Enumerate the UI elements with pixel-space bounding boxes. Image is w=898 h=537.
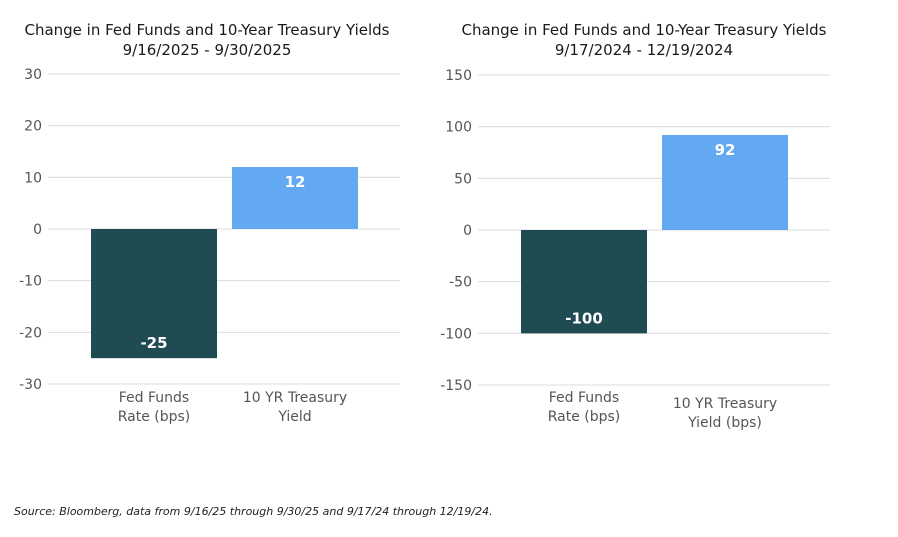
bar [521, 230, 647, 334]
x-category-label-line: Yield [277, 409, 311, 425]
x-category-label: Fed Funds Rate (bps) [548, 390, 621, 425]
y-tick-label: -30 [19, 377, 42, 393]
x-category-label-line: Fed Funds [549, 390, 619, 406]
chart-title: Change in Fed Funds and 10-Year Treasury… [2, 20, 412, 60]
data-label: -25 [140, 334, 167, 352]
x-category-label: 10 YR Treasury Yield (bps) [673, 396, 777, 431]
y-tick-label: 150 [445, 68, 472, 84]
chart-subtitle-text: 9/17/2024 - 12/19/2024 [554, 41, 734, 59]
chart-title-text: Change in Fed Funds and 10-Year Treasury… [24, 21, 390, 39]
bar-chart-2024: 150 100 50 0 -50 -100 -150 -100 92 Fed Funds Rate … [440, 68, 830, 431]
x-category-label-line: 10 YR Treasury [673, 396, 777, 412]
y-tick-label: -10 [19, 274, 42, 290]
chart-subtitle-text: 9/16/2025 - 9/30/2025 [122, 41, 292, 59]
x-category-label-line: Rate (bps) [548, 409, 621, 425]
x-category-label: Fed Funds Rate (bps) [118, 390, 191, 425]
bar [662, 134, 788, 230]
y-tick-label: -50 [449, 275, 472, 291]
y-tick-label: -150 [440, 378, 472, 394]
y-tick-label: 30 [24, 67, 42, 83]
x-category-label-line: 10 YR Treasury [243, 390, 347, 406]
x-category-label: 10 YR Treasury Yield [243, 390, 347, 425]
bar [91, 229, 217, 359]
chart-panel-2024: Change in Fed Funds and 10-Year Treasury… [430, 0, 898, 470]
y-tick-label: 0 [33, 222, 42, 238]
x-category-label-line: Rate (bps) [118, 409, 191, 425]
y-tick-label: 10 [24, 170, 42, 186]
data-label: 12 [285, 173, 306, 191]
x-category-label-line: Fed Funds [119, 390, 189, 406]
chart-panel-2025: Change in Fed Funds and 10-Year Treasury… [0, 0, 430, 470]
source-note: Source: Bloomberg, data from 9/16/25 thr… [14, 505, 493, 518]
y-tick-label: -100 [440, 326, 472, 342]
y-tick-label: 50 [454, 171, 472, 187]
chart-title: Change in Fed Funds and 10-Year Treasury… [434, 20, 854, 60]
data-label: -100 [565, 309, 603, 327]
chart-title-text: Change in Fed Funds and 10-Year Treasury… [461, 21, 827, 39]
y-tick-label: 100 [445, 120, 472, 136]
bar [232, 167, 358, 229]
y-tick-label: -20 [19, 325, 42, 341]
y-tick-label: 20 [24, 119, 42, 135]
x-category-label-line: Yield (bps) [687, 415, 762, 431]
bar-chart-2025: 30 20 10 0 -10 -20 -30 -25 12 Fed Funds Rate (bps)… [19, 67, 400, 425]
y-tick-label: 0 [463, 223, 472, 239]
data-label: 92 [715, 141, 736, 159]
